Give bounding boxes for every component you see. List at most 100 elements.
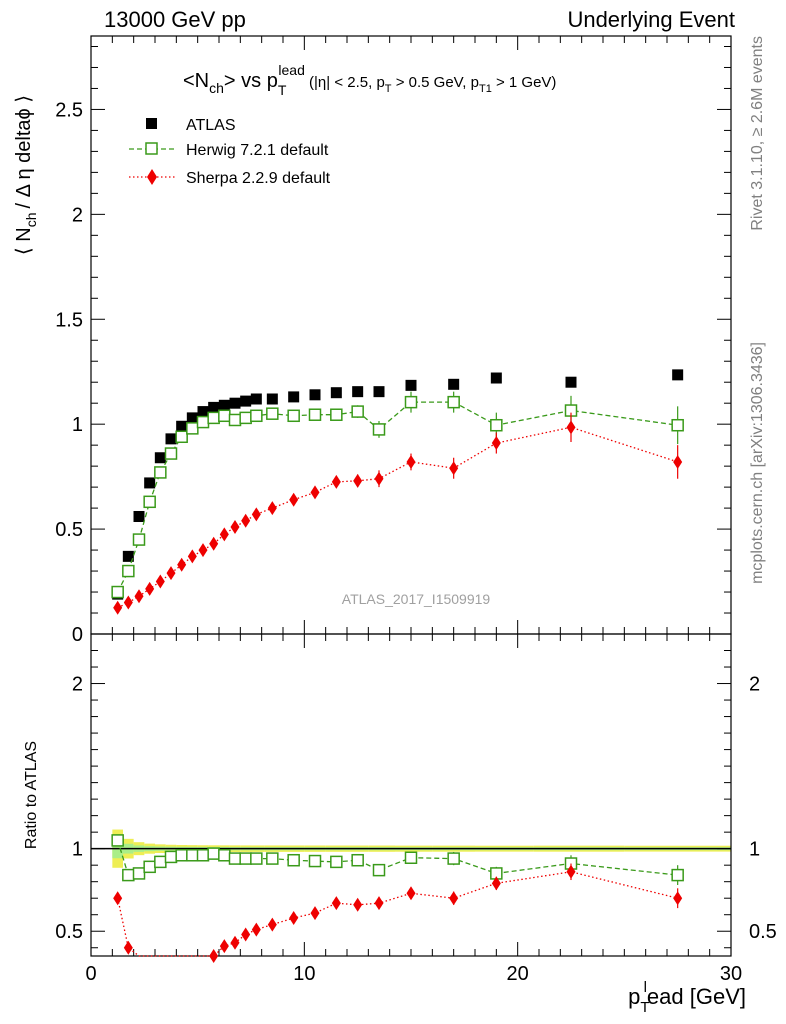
main-data-point [229,397,241,409]
main-data-point [448,378,460,390]
main-data-point [405,379,417,391]
ratio-data-point [673,891,683,906]
ratio-data-point [196,849,210,862]
ratio-data-point [111,834,124,847]
main-data-point [144,477,156,489]
main-data-point [113,600,123,615]
legend-entry-atlas: ATLAS [146,117,236,134]
main-data-point [331,474,341,489]
main-data-point [176,420,188,432]
main-y-tick-label: 1 [72,414,83,436]
main-data-point [155,574,165,589]
ratio-data-point [241,927,251,942]
ratio-data-point [447,852,460,865]
main-data-point [208,401,220,413]
main-y-axis-label: ⟨ Nch/ Δ η deltaϕ ⟩ [13,95,39,255]
ratio-data-point [330,855,343,869]
main-data-point [132,533,146,546]
main-data-point [111,585,124,599]
ratio-data-series [111,834,684,963]
main-series-2 [113,412,683,615]
main-data-point [122,550,134,562]
main-data-point [672,369,684,381]
ratio-data-point [143,860,156,874]
main-data-point [241,513,251,528]
ratio-data-point [331,896,341,911]
main-axis-ticks: 0 0.5 1 1.5 2 2.5 [55,36,732,646]
legend-label-sherpa: Sherpa 2.2.9 default [186,170,331,187]
main-data-point [251,507,261,522]
analysis-watermark: ATLAS_2017_I1509919 [342,591,491,607]
main-y-tick-label: 0 [72,624,83,646]
main-data-point [288,391,300,403]
ratio-data-point [132,867,146,880]
ratio-data-point [228,852,242,865]
ratio-data-point [351,853,364,867]
main-data-point [308,408,322,421]
main-data-point [197,406,209,418]
ratio-data-point [267,917,277,932]
ratio-axis-ticks: 0.5 0.51 12 20 10 20 30 [55,633,777,985]
ratio-plot-frame [90,633,732,957]
ratio-plot: 0.5 0.51 12 20 10 20 30 Ratio to ATLAS pTlead … [23,633,777,1016]
main-data-point [175,430,188,444]
ratio-y-axis-label: Ratio to ATLAS [23,741,40,849]
main-data-point [673,454,683,469]
main-data-point [404,395,418,409]
main-data-point [122,564,135,578]
main-y-tick-label: 2 [72,204,83,226]
main-data-series [111,369,684,615]
main-series-1 [111,391,684,599]
main-data-point [154,452,166,464]
ratio-data-point [566,864,576,879]
main-data-point [218,409,231,423]
main-data-point [250,393,262,405]
main-data-point [330,387,342,399]
main-data-point [166,566,176,581]
x-axis-label: pTlead [GeV] [628,979,746,1016]
ratio-data-point [122,868,135,882]
ratio-y-tick-label: 2 [72,674,83,696]
main-data-point [230,519,240,534]
main-data-point [374,471,384,486]
main-data-point [218,399,230,411]
rivet-label: Rivet 3.1.10, ≥ 2.6M events [749,36,766,231]
main-data-point [133,510,145,522]
main-data-point [196,415,210,429]
main-plot: 0 0.5 1 1.5 2 2.5 <Nch> vs pTlead (|η| < 2.5,… [13,35,732,646]
ratio-data-point [251,922,261,937]
main-y-tick-label: 0.5 [55,519,83,541]
ratio-data-point [186,849,199,862]
ratio-uncertainty-band [91,829,731,868]
main-data-point [289,492,299,507]
legend-label-atlas: ATLAS [186,117,236,134]
ratio-y-tick-label: 1 [72,839,83,861]
ratio-y-tick-label: 0.5 [55,921,83,943]
main-data-point [330,408,343,421]
ratio-data-point [491,876,501,891]
ratio-data-point [154,855,167,869]
main-data-point [209,536,219,551]
main-data-point [228,413,242,427]
ratio-series-0 [111,834,684,885]
ratio-data-point [113,891,123,906]
main-data-point [187,549,197,564]
main-data-point [134,589,144,604]
x-tick-label: 30 [720,963,742,985]
main-data-point [145,581,155,596]
ratio-data-point [449,891,459,906]
main-series-line [117,401,678,593]
ratio-data-point [266,852,279,865]
main-data-point [447,395,460,409]
legend-entry-herwig: Herwig 7.2.1 default [129,142,329,159]
main-data-point [353,473,363,488]
ratio-data-point [287,853,300,867]
ratio-data-point [671,868,684,882]
main-data-point [177,557,187,572]
legend-marker-sherpa [147,169,157,185]
legend-marker-herwig [145,142,158,155]
legend-marker-atlas [146,118,157,129]
main-data-point [186,412,198,424]
main-data-point [309,389,321,401]
main-data-point [207,411,220,425]
